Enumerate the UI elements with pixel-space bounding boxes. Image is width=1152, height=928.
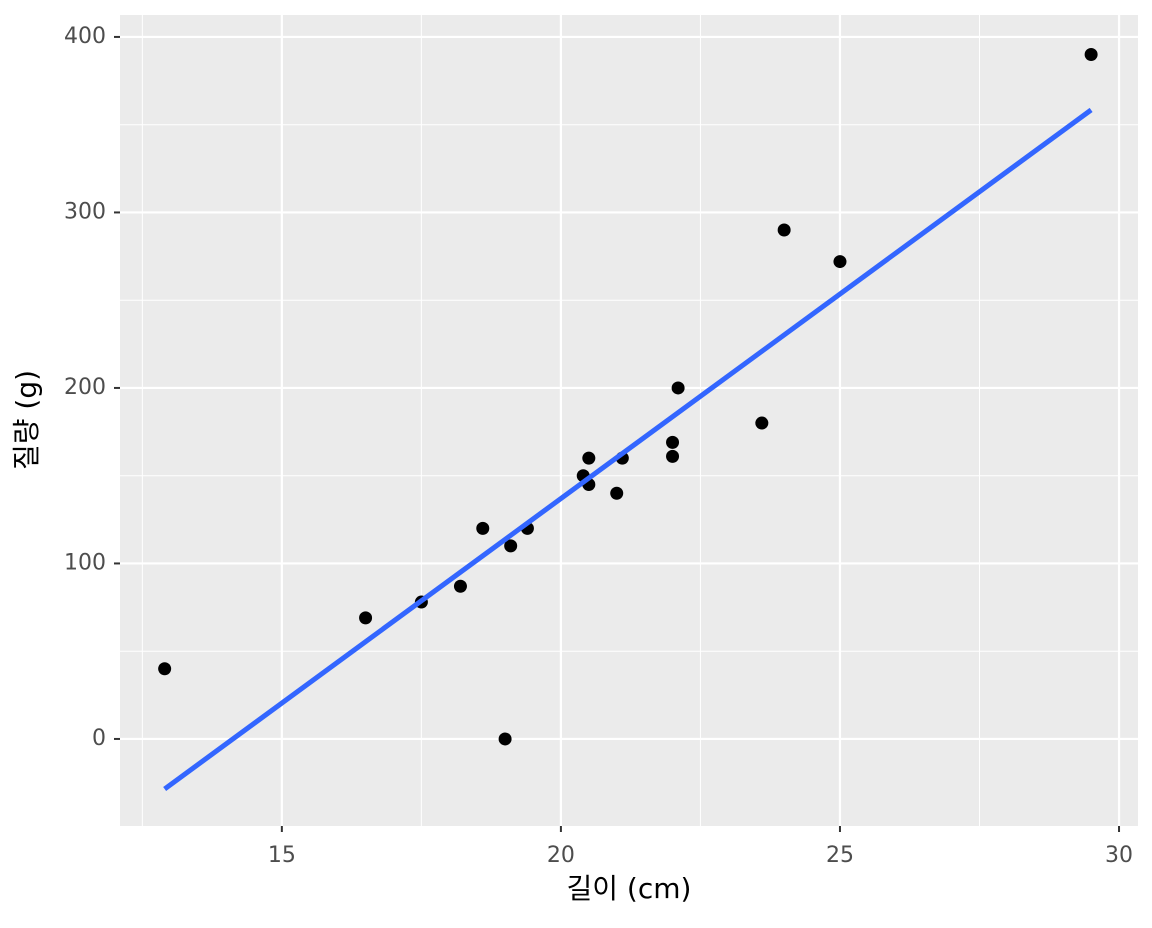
point	[498, 732, 512, 746]
point	[1084, 47, 1098, 61]
point	[777, 223, 791, 237]
point	[158, 662, 172, 676]
point	[359, 611, 373, 625]
point	[453, 579, 467, 593]
panel	[120, 15, 1138, 826]
point	[755, 416, 769, 430]
x-axis-title: 길이 (cm)	[567, 872, 692, 905]
point	[671, 381, 685, 395]
x-tick-label: 20	[547, 843, 575, 868]
point	[476, 521, 490, 535]
y-tick-label: 400	[64, 24, 106, 49]
point	[666, 449, 680, 463]
x-tick-label: 30	[1105, 843, 1133, 868]
y-tick-label: 0	[92, 726, 106, 751]
y-axis-title: 질량 (g)	[10, 370, 43, 470]
x-tick-label: 25	[826, 843, 854, 868]
point	[582, 451, 596, 465]
point	[504, 539, 518, 553]
x-tick-label: 15	[268, 843, 296, 868]
y-tick-label: 200	[64, 375, 106, 400]
point	[610, 486, 624, 500]
trend-line	[163, 107, 1093, 791]
y-tick-label: 100	[64, 550, 106, 575]
point	[833, 255, 847, 269]
y-tick-label: 300	[64, 199, 106, 224]
point	[666, 435, 680, 449]
